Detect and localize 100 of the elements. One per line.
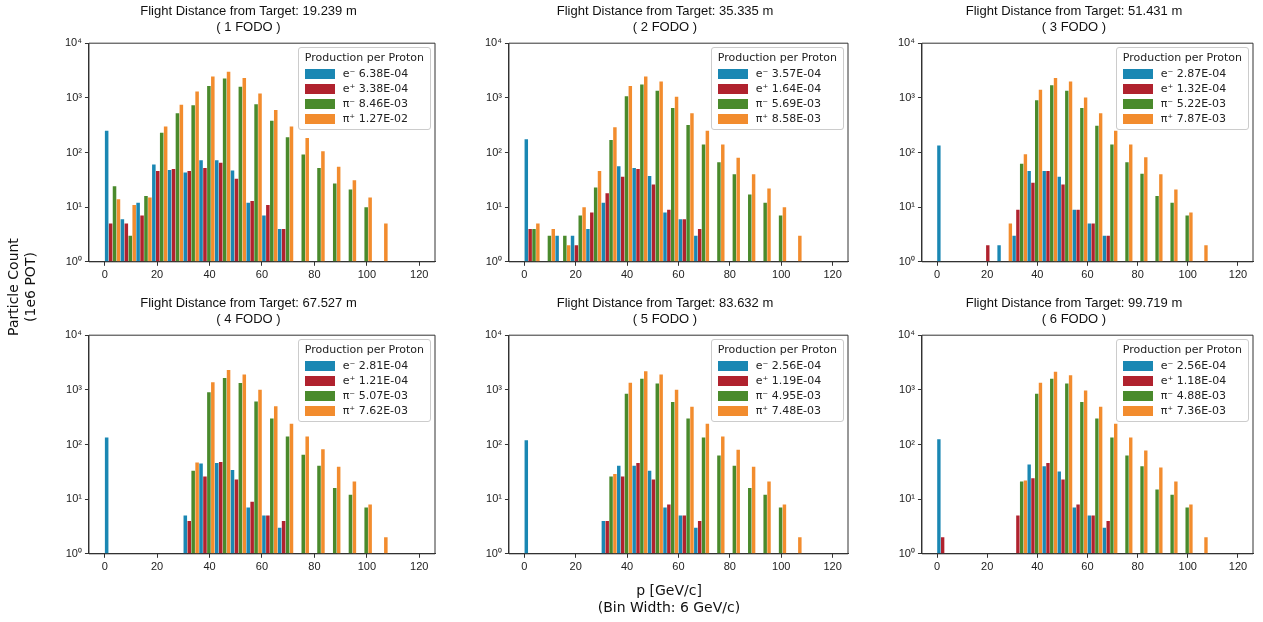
x-tick-label: 120 xyxy=(1228,560,1248,573)
x-tick-label: 120 xyxy=(410,560,429,573)
legend-label: e⁺ 1.18E-04 xyxy=(1160,374,1227,388)
y-tick-label: 10² xyxy=(486,437,503,450)
chart-title: Flight Distance from Target: 35.335 m xyxy=(556,3,774,19)
x-tick-label: 60 xyxy=(672,268,685,281)
x-tick-label: 60 xyxy=(255,268,269,281)
chart-title: Flight Distance from Target: 19.239 m xyxy=(140,3,357,19)
y-tick-label: 10¹ xyxy=(899,492,916,505)
y-tick-label: 10² xyxy=(899,437,916,450)
x-tick-label: 80 xyxy=(308,560,321,573)
x-tick-label: 0 xyxy=(933,268,941,281)
legend-label: e⁻ 2.87E-04 xyxy=(1160,67,1227,81)
chart-subtitle: ( 2 FODO ) xyxy=(632,18,698,34)
legend-label: π⁻ 8.46E-03 xyxy=(342,97,409,111)
y-tick-label: 10² xyxy=(899,145,916,158)
y-tick-label: 10⁴ xyxy=(484,328,503,341)
y-tick-label: 10⁴ xyxy=(897,36,916,49)
legend-label: e⁻ 2.56E-04 xyxy=(755,359,822,373)
chart-title: Flight Distance from Target: 67.527 m xyxy=(140,295,357,311)
legend-label: π⁺ 7.36E-03 xyxy=(1160,404,1227,418)
legend-label: π⁻ 4.95E-03 xyxy=(755,389,822,403)
y-tick-label: 10² xyxy=(66,145,83,158)
x-tick-label: 120 xyxy=(823,560,842,573)
y-tick-label: 10³ xyxy=(66,90,83,103)
legend-label: e⁻ 2.81E-04 xyxy=(342,359,409,373)
x-tick-label: 120 xyxy=(410,268,429,281)
y-axis-title: Particle Count (1e6 POT) xyxy=(5,237,39,338)
x-tick-label: 40 xyxy=(620,268,634,281)
y-tick-label: 10⁴ xyxy=(897,328,916,341)
x-axis-title: p [GeV/c] (Bin Width: 6 GeV/c) xyxy=(596,582,742,616)
chart-title: Flight Distance from Target: 99.719 m xyxy=(965,295,1183,311)
legend-label: e⁻ 3.57E-04 xyxy=(755,67,822,81)
y-tick-label: 10⁰ xyxy=(485,254,502,267)
legend-title: Production per Proton xyxy=(304,343,424,357)
y-tick-label: 10³ xyxy=(486,90,503,103)
legend-title: Production per Proton xyxy=(1122,51,1242,65)
x-tick-label: 60 xyxy=(1081,560,1094,573)
chart-subtitle: ( 6 FODO ) xyxy=(1041,310,1107,326)
y-tick-label: 10¹ xyxy=(899,200,916,213)
x-tick-label: 0 xyxy=(521,268,528,281)
y-tick-label: 10⁰ xyxy=(485,546,502,559)
x-tick-label: 20 xyxy=(569,560,582,573)
y-tick-label: 10⁰ xyxy=(65,546,82,559)
x-tick-label: 40 xyxy=(620,560,634,573)
x-tick-label: 60 xyxy=(672,560,685,573)
x-tick-label: 0 xyxy=(933,560,941,573)
legend-label: e⁻ 6.38E-04 xyxy=(342,67,409,81)
x-tick-label: 100 xyxy=(357,268,377,281)
x-tick-label: 60 xyxy=(255,560,269,573)
x-tick-label: 100 xyxy=(357,560,377,573)
legend-label: π⁻ 5.22E-03 xyxy=(1160,97,1227,111)
legend-label: e⁺ 1.21E-04 xyxy=(342,374,409,388)
y-tick-label: 10³ xyxy=(486,382,503,395)
legend-label: π⁻ 5.07E-03 xyxy=(342,389,409,403)
x-tick-label: 40 xyxy=(1031,560,1044,573)
legend-title: Production per Proton xyxy=(1122,343,1242,357)
chart-subtitle: ( 4 FODO ) xyxy=(216,310,281,326)
legend-title: Production per Proton xyxy=(717,343,837,357)
x-tick-label: 100 xyxy=(772,560,791,573)
legend-label: π⁻ 4.88E-03 xyxy=(1160,389,1227,403)
x-tick-label: 20 xyxy=(981,560,994,573)
y-tick-label: 10¹ xyxy=(66,200,83,213)
y-tick-label: 10¹ xyxy=(486,200,503,213)
x-tick-label: 40 xyxy=(203,268,216,281)
x-tick-label: 100 xyxy=(1178,268,1197,281)
x-tick-label: 60 xyxy=(1081,268,1094,281)
y-tick-label: 10³ xyxy=(66,382,83,395)
y-tick-label: 10⁴ xyxy=(484,36,503,49)
x-tick-label: 100 xyxy=(1178,560,1197,573)
x-tick-label: 80 xyxy=(1131,560,1144,573)
y-tick-label: 10¹ xyxy=(66,492,83,505)
x-tick-label: 20 xyxy=(981,268,994,281)
chart-subtitle: ( 3 FODO ) xyxy=(1041,18,1107,34)
x-tick-label: 120 xyxy=(1228,268,1248,281)
chart-subtitle: ( 5 FODO ) xyxy=(632,310,698,326)
legend-label: π⁻ 5.69E-03 xyxy=(755,97,822,111)
y-tick-label: 10⁰ xyxy=(898,254,915,267)
y-tick-label: 10³ xyxy=(899,90,916,103)
y-tick-label: 10⁰ xyxy=(65,254,82,267)
y-tick-label: 10¹ xyxy=(486,492,503,505)
x-tick-label: 0 xyxy=(101,560,108,573)
legend-label: π⁺ 1.27E-02 xyxy=(342,112,409,126)
x-tick-label: 100 xyxy=(772,268,791,281)
y-tick-label: 10² xyxy=(486,145,503,158)
x-tick-label: 80 xyxy=(723,560,736,573)
chart-title: Flight Distance from Target: 51.431 m xyxy=(965,3,1183,19)
legend-label: π⁺ 7.62E-03 xyxy=(342,404,409,418)
y-tick-label: 10⁴ xyxy=(64,328,83,341)
x-tick-label: 80 xyxy=(308,268,321,281)
legend-title: Production per Proton xyxy=(717,51,837,65)
legend-label: e⁺ 1.32E-04 xyxy=(1160,82,1227,96)
legend-label: π⁺ 7.48E-03 xyxy=(755,404,822,418)
y-tick-label: 10³ xyxy=(899,382,916,395)
chart-title: Flight Distance from Target: 83.632 m xyxy=(556,295,774,311)
x-tick-label: 40 xyxy=(1031,268,1044,281)
x-tick-label: 0 xyxy=(101,268,108,281)
x-tick-label: 0 xyxy=(521,560,528,573)
chart-subtitle: ( 1 FODO ) xyxy=(216,18,281,34)
x-tick-label: 20 xyxy=(151,268,164,281)
